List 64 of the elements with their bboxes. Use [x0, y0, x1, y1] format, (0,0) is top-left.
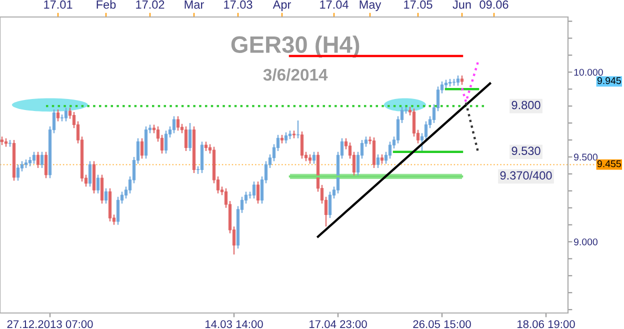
- candlestick: [388, 141, 392, 160]
- text: 3/6/2014: [263, 68, 328, 81]
- candlestick: [28, 156, 32, 167]
- candlestick: [204, 141, 208, 152]
- text: 9.800: [512, 100, 540, 110]
- candlestick: [140, 138, 144, 160]
- y-tick-label: 9.000: [574, 238, 598, 246]
- candlestick: [116, 196, 120, 226]
- candlestick: [44, 151, 48, 179]
- text: 17.04: [320, 0, 348, 9]
- candlestick: [412, 108, 416, 138]
- candlestick: [172, 116, 176, 134]
- text: 17.02: [136, 0, 164, 9]
- candlestick: [372, 136, 376, 169]
- candlestick: [40, 151, 44, 169]
- candlestick: [104, 188, 108, 204]
- text: 17.01: [44, 0, 72, 9]
- text: Jun: [452, 0, 471, 9]
- y-tick-label: 9.500: [574, 154, 598, 161]
- candlestick: [300, 130, 304, 160]
- text: GER30 (H4): [231, 36, 360, 58]
- candlestick: [32, 151, 36, 164]
- candlestick: [184, 126, 188, 152]
- text: 9.370/400: [500, 170, 552, 180]
- candlestick: [460, 74, 464, 86]
- candlestick: [96, 174, 100, 194]
- x-tick-label: 26.05 15:00: [413, 320, 471, 328]
- candlestick: [424, 120, 428, 141]
- x-tick-label: 27.12.2013 07:00: [7, 320, 93, 328]
- text: Apr: [272, 0, 291, 12]
- candlestick: [64, 107, 68, 122]
- text: 17.03: [224, 0, 252, 9]
- text: 09.06: [480, 0, 508, 9]
- candlestick: [308, 154, 312, 164]
- candlestick: [312, 151, 316, 164]
- candlestick: [56, 108, 60, 122]
- candlestick: [188, 122, 192, 152]
- candlestick: [376, 154, 380, 169]
- text: Feb: [96, 0, 116, 9]
- candlestick: [88, 160, 92, 188]
- ref-line-label: 9.455: [597, 160, 621, 168]
- candlestick: [252, 180, 256, 200]
- candlestick: [36, 151, 40, 169]
- candlestick: [284, 132, 288, 144]
- line-series: [316, 82, 492, 238]
- candlestick: [16, 164, 20, 182]
- x-tick-label: 14.03 14:00: [206, 320, 263, 328]
- line-series: [460, 60, 480, 103]
- candlestick: [164, 130, 168, 154]
- x-tick-label: 18.06 19:00: [518, 320, 575, 328]
- candlestick: [100, 174, 104, 204]
- line-series: [464, 102, 480, 153]
- candlestick: [176, 116, 180, 132]
- text: Mar: [184, 0, 204, 9]
- text: 9.530: [512, 146, 540, 156]
- text: May: [360, 0, 382, 12]
- x-tick-label: 17.04 23:00: [310, 320, 367, 328]
- candlestick: [380, 154, 384, 164]
- y-tick-label: 10.000: [574, 68, 603, 76]
- candlestick: [328, 191, 332, 219]
- text: 17.05: [404, 0, 432, 9]
- candlestick: [456, 74, 460, 86]
- candlestick: [256, 180, 260, 204]
- text: 9.945: [597, 77, 621, 84]
